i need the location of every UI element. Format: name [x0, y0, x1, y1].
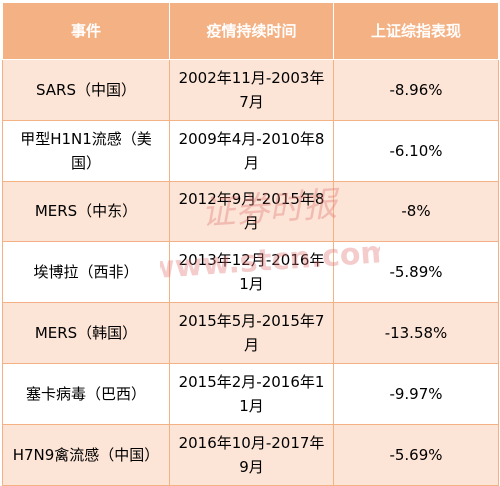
table-row: SARS（中国） 2002年11月-2003年7月 -8.96% — [2, 59, 499, 121]
cell-event: 塞卡病毒（巴西） — [2, 362, 170, 425]
cell-duration: 2013年12月-2016年1月 — [169, 241, 334, 304]
cell-duration: 2015年2月-2016年11月 — [169, 362, 334, 425]
cell-performance: -8% — [333, 180, 499, 243]
cell-performance: -5.69% — [333, 423, 499, 486]
header-performance: 上证综指表现 — [333, 2, 499, 60]
table-row: 埃博拉（西非） 2013年12月-2016年1月 -5.89% — [2, 241, 499, 304]
table-header-row: 事件 疫情持续时间 上证综指表现 — [2, 2, 499, 60]
cell-event: 埃博拉（西非） — [2, 241, 170, 304]
cell-duration: 2015年5月-2015年7月 — [169, 302, 334, 364]
cell-performance: -6.10% — [333, 119, 499, 182]
cell-event: SARS（中国） — [2, 59, 170, 121]
cell-performance: -5.89% — [333, 241, 499, 304]
cell-duration: 2002年11月-2003年7月 — [169, 59, 334, 121]
table-row: 塞卡病毒（巴西） 2015年2月-2016年11月 -9.97% — [2, 362, 499, 425]
cell-event: H7N9禽流感（中国） — [2, 423, 170, 486]
header-duration: 疫情持续时间 — [169, 2, 334, 60]
cell-performance: -9.97% — [333, 362, 499, 425]
header-event: 事件 — [2, 2, 170, 60]
cell-event: MERS（中东） — [2, 180, 170, 243]
table-row: MERS（韩国） 2015年5月-2015年7月 -13.58% — [2, 302, 499, 364]
cell-duration: 2012年9月-2015年8月 — [169, 180, 334, 243]
cell-duration: 2016年10月-2017年9月 — [169, 423, 334, 486]
table-row: 甲型H1N1流感（美国） 2009年4月-2010年8月 -6.10% — [2, 119, 499, 182]
table-row: MERS（中东） 2012年9月-2015年8月 -8% — [2, 180, 499, 243]
cell-duration: 2009年4月-2010年8月 — [169, 119, 334, 182]
table-row: H7N9禽流感（中国） 2016年10月-2017年9月 -5.69% — [2, 423, 499, 486]
cell-event: MERS（韩国） — [2, 302, 170, 364]
cell-performance: -13.58% — [333, 302, 499, 364]
cell-event: 甲型H1N1流感（美国） — [2, 119, 170, 182]
cell-performance: -8.96% — [333, 59, 499, 121]
